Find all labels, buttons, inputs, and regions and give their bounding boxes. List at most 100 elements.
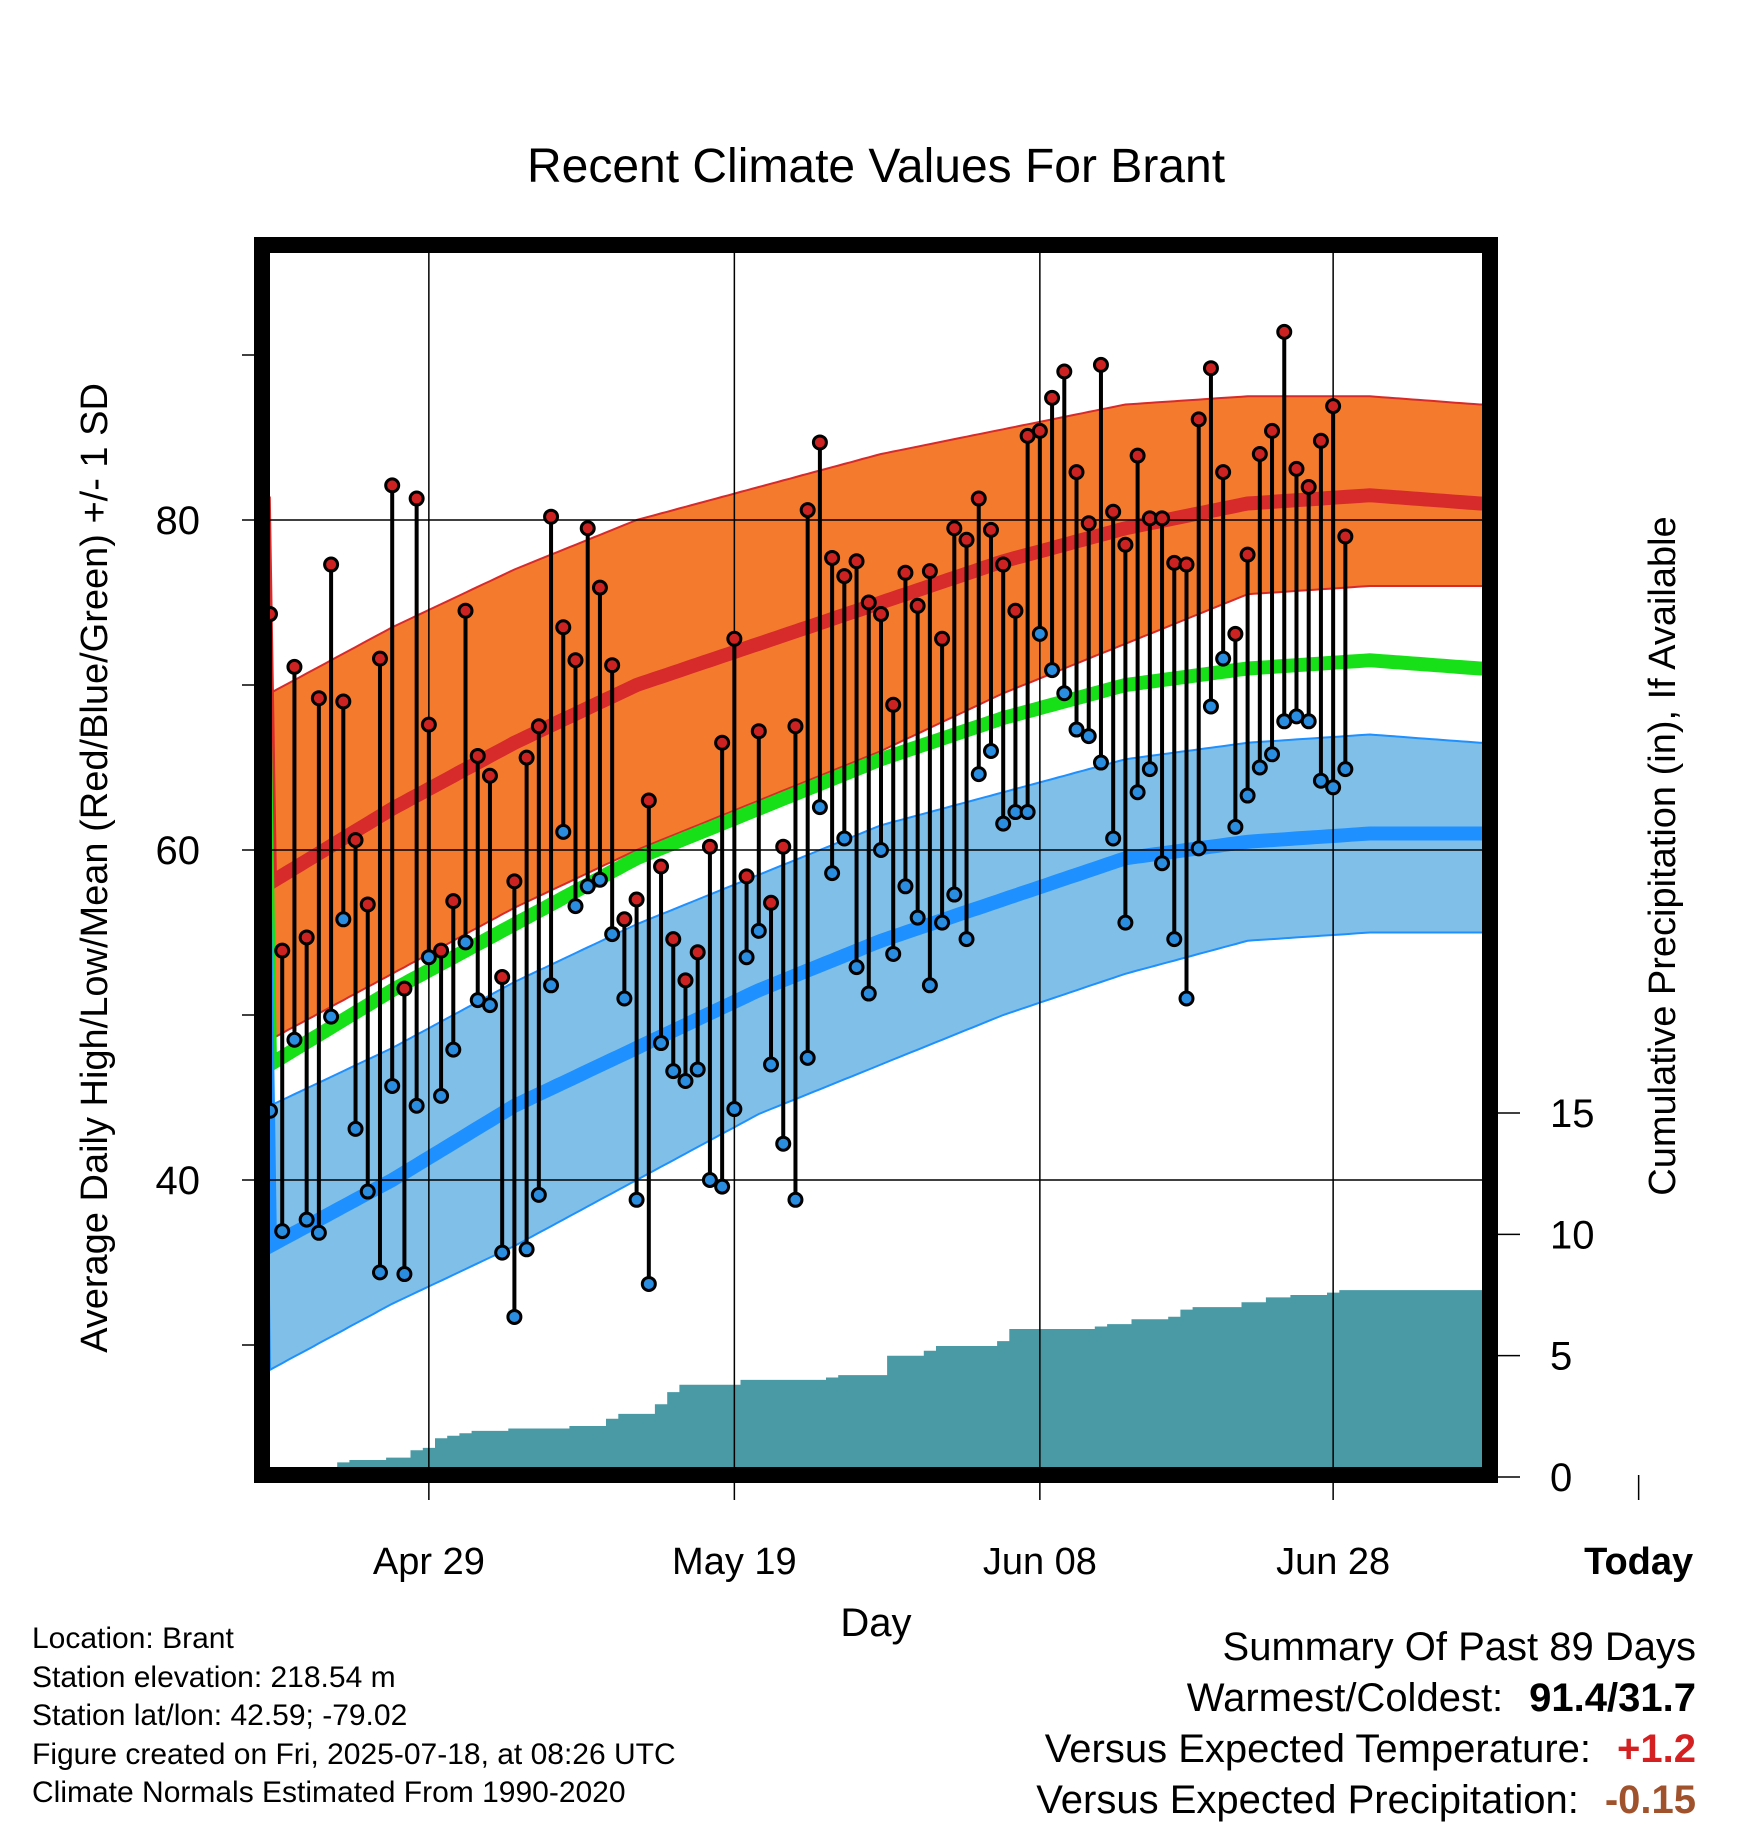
daily-high-point — [1215, 464, 1232, 481]
daily-low-point — [726, 1101, 743, 1118]
daily-high-point — [897, 564, 914, 581]
daily-high-point — [763, 894, 780, 911]
daily-low-point — [408, 1097, 425, 1114]
daily-high-point — [640, 792, 657, 809]
daily-high-point — [689, 944, 706, 961]
daily-sticks — [262, 323, 1354, 1325]
daily-low-point — [982, 743, 999, 759]
daily-low-point — [946, 886, 963, 903]
daily-low-point — [665, 1063, 682, 1080]
daily-high-point — [787, 718, 804, 735]
latlon-text: Station lat/lon: 42.59; -79.02 — [32, 1699, 408, 1732]
daily-high-point — [958, 531, 975, 548]
daily-low-point — [604, 926, 621, 943]
daily-low-point — [714, 1178, 731, 1195]
normals-text: Climate Normals Estimated From 1990-2020 — [32, 1776, 626, 1809]
summary-title: Summary Of Past 89 Days — [1222, 1625, 1696, 1669]
daily-low-point — [481, 997, 498, 1014]
precip-anomaly-label: Versus Expected Precipitation: — [1036, 1778, 1579, 1822]
daily-high-point — [701, 838, 718, 855]
daily-high-point — [848, 553, 865, 570]
daily-high-point — [1325, 398, 1342, 415]
daily-low-point — [824, 865, 841, 882]
daily-low-point — [848, 959, 865, 976]
location-text: Location: Brant — [32, 1622, 234, 1655]
x-tick-label: Today — [1584, 1541, 1693, 1583]
x-axis-label: Day — [840, 1601, 911, 1645]
daily-high-point — [286, 658, 303, 675]
daily-high-point — [371, 650, 388, 667]
daily-low-point — [335, 911, 352, 928]
daily-low-point — [750, 922, 767, 939]
daily-high-point — [836, 568, 853, 585]
daily-high-point — [628, 891, 645, 908]
y-right-tick-label: 10 — [1550, 1213, 1595, 1257]
daily-low-point — [555, 823, 572, 840]
daily-high-point — [555, 619, 572, 636]
daily-high-point — [310, 690, 327, 707]
daily-high-point — [982, 521, 999, 538]
daily-low-point — [457, 934, 474, 951]
plot-frame — [254, 237, 1498, 1483]
daily-high-point — [1288, 460, 1305, 477]
daily-high-point — [1202, 360, 1219, 377]
daily-high-point — [1007, 602, 1024, 619]
temp-anomaly-value: +1.2 — [1617, 1727, 1696, 1771]
daily-high-point — [1068, 464, 1085, 481]
today-days-label: Days — [1645, 1422, 1731, 1463]
daily-low-point — [1312, 772, 1329, 789]
daily-high-point — [591, 579, 608, 596]
daily-low-point — [445, 1041, 462, 1058]
daily-high-point — [885, 696, 902, 713]
daily-high-point — [530, 718, 547, 735]
daily-low-point — [934, 914, 951, 931]
daily-high-point — [445, 893, 462, 910]
daily-high-point — [1056, 363, 1073, 380]
station-info: Location: Brant Station elevation: 218.5… — [32, 1620, 676, 1813]
x-tick-label: Jun 28 — [1276, 1541, 1390, 1583]
daily-low-point — [885, 945, 902, 962]
daily-low-point — [909, 909, 926, 926]
daily-low-point — [371, 1264, 388, 1281]
daily-low-point — [1019, 804, 1036, 821]
daily-low-point — [298, 1211, 315, 1228]
today-days-label: 90 — [1645, 1379, 1685, 1420]
warmest-coldest-label: Warmest/Coldest: — [1186, 1676, 1504, 1720]
axes: 40 60 80 0 5 10 15 Apr 29 May 19 Jun 08 Jun 28 Toda… — [156, 237, 1693, 1583]
daily-high-point — [921, 563, 938, 580]
daily-high-point — [457, 602, 474, 619]
daily-low-point — [567, 898, 584, 915]
daily-high-point — [909, 597, 926, 614]
daily-high-point — [1092, 356, 1109, 373]
daily-low-point — [1227, 818, 1244, 835]
x-tick-label: Apr 29 — [373, 1541, 485, 1583]
daily-high-point — [1227, 625, 1244, 642]
daily-high-point — [1337, 528, 1354, 545]
daily-low-point — [1166, 931, 1183, 948]
daily-low-point — [970, 766, 987, 783]
daily-high-point — [298, 929, 315, 946]
y-right-tick-label: 5 — [1550, 1335, 1572, 1379]
daily-high-point — [1239, 546, 1256, 563]
daily-low-point — [396, 1266, 413, 1283]
y-right-tick-label: 15 — [1550, 1092, 1595, 1136]
daily-high-point — [567, 652, 584, 669]
daily-low-point — [420, 949, 437, 966]
y-axis-left-label: Average Daily High/Low/Mean (Red/Blue/Gr… — [74, 383, 116, 1353]
daily-low-point — [677, 1073, 694, 1089]
daily-high-point — [396, 980, 413, 997]
daily-low-point — [518, 1241, 535, 1258]
daily-high-point — [946, 520, 963, 537]
daily-high-point — [604, 657, 621, 674]
daily-low-point — [1215, 650, 1232, 667]
y-axis-right-label: Cumulative Precipitation (in), If Availa… — [1642, 516, 1684, 1195]
daily-high-point — [1276, 323, 1293, 340]
daily-high-point — [934, 630, 951, 647]
daily-high-point — [750, 723, 767, 740]
daily-low-point — [1202, 698, 1219, 715]
daily-low-point — [1105, 830, 1122, 847]
daily-high-point — [860, 594, 877, 611]
daily-high-point — [408, 490, 425, 507]
daily-low-point — [433, 1087, 450, 1104]
daily-low-point — [530, 1186, 547, 1203]
